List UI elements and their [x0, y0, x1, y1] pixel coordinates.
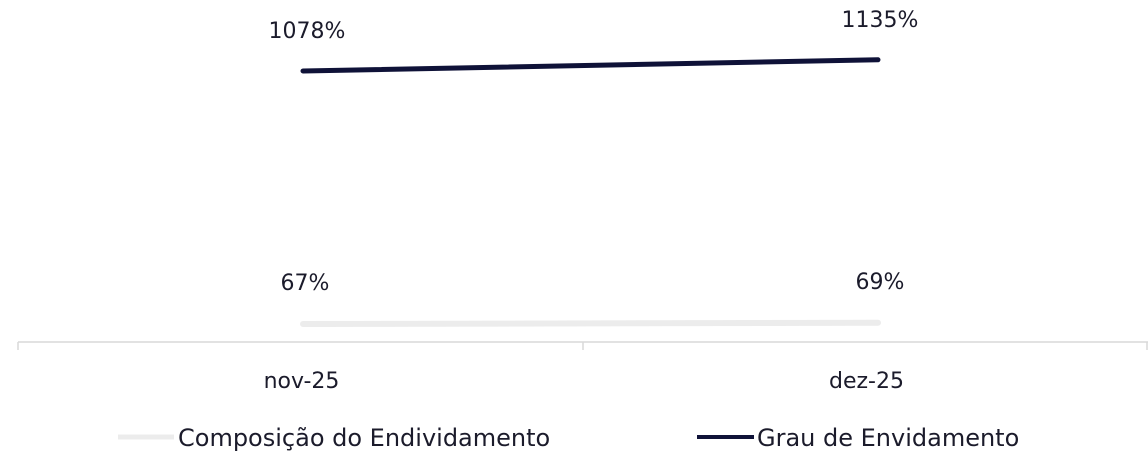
data-label: 69%: [856, 270, 905, 295]
data-labels: 67% 69% 1078% 1135%: [269, 8, 919, 296]
legend-label: Composição do Endividamento: [178, 424, 550, 452]
series-line: [300, 57, 881, 74]
data-label: 1135%: [842, 8, 919, 33]
legend: Composição do Endividamento Grau de Envid…: [118, 424, 1019, 452]
legend-label: Grau de Envidamento: [757, 424, 1019, 452]
series-line: [300, 319, 881, 327]
x-axis: nov-25 dez-25: [17, 341, 1148, 394]
x-tick-label: nov-25: [264, 369, 340, 394]
data-label: 1078%: [269, 19, 346, 44]
data-label: 67%: [281, 271, 330, 296]
x-tick-label: dez-25: [829, 369, 904, 394]
series-lines: [300, 57, 881, 327]
